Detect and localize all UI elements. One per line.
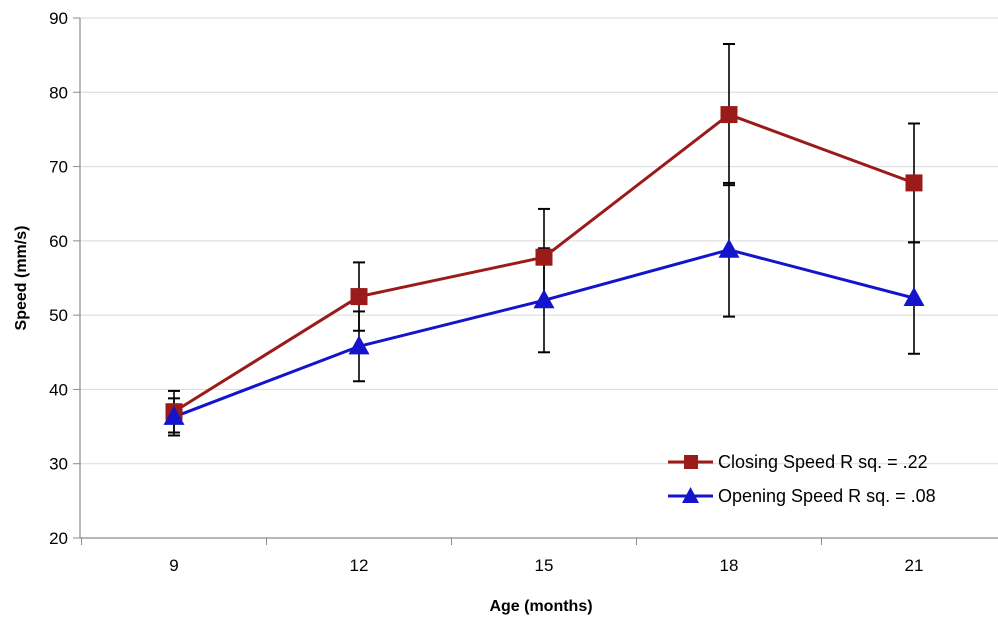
x-tick-label-21: 21: [905, 556, 924, 575]
grid-layer: [80, 17, 998, 465]
point-s0-2: [535, 248, 553, 266]
x-axis-title: Age (months): [489, 598, 592, 615]
series-layer: [163, 106, 925, 425]
point-s0-1: [350, 288, 368, 306]
y-tick-label-80: 80: [49, 83, 68, 102]
point-s1-1: [348, 335, 370, 355]
legend: Closing Speed R sq. = .22 Opening Speed …: [668, 452, 936, 506]
y-tick-label-70: 70: [49, 158, 68, 177]
point-s1-3: [718, 238, 740, 258]
y-axis-title: Speed (mm/s): [13, 226, 30, 331]
point-s0-4: [905, 174, 923, 192]
x-tick-label-9: 9: [169, 556, 178, 575]
x-tick-label-15: 15: [535, 556, 554, 575]
legend-swatch-closing-marker: [684, 455, 698, 469]
point-s1-2: [533, 289, 555, 309]
y-tick-label-60: 60: [49, 232, 68, 251]
legend-label-opening-speed: Opening Speed R sq. = .08: [718, 486, 936, 506]
x-tick-label-12: 12: [350, 556, 369, 575]
axis-layer: 20 30 40 50 60 70 80 90 9 12 15 18 21: [49, 9, 998, 575]
legend-label-closing-speed: Closing Speed R sq. = .22: [718, 452, 928, 472]
y-tick-label-20: 20: [49, 529, 68, 548]
point-s0-3: [720, 106, 738, 124]
y-tick-label-40: 40: [49, 380, 68, 399]
y-tick-label-30: 30: [49, 455, 68, 474]
x-tick-label-18: 18: [720, 556, 739, 575]
y-tick-label-50: 50: [49, 306, 68, 325]
point-s1-4: [903, 287, 925, 307]
y-tick-label-90: 90: [49, 9, 68, 28]
point-s1-0: [163, 405, 185, 425]
legend-swatch-opening-marker: [682, 487, 699, 503]
